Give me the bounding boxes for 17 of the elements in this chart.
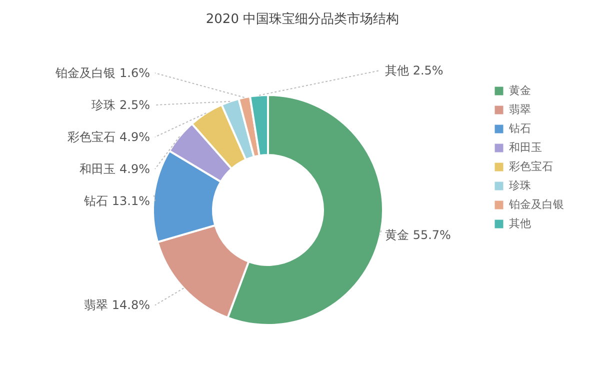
category-label: 和田玉 4.9% <box>80 162 150 176</box>
legend-label: 翡翠 <box>509 103 531 116</box>
category-label: 钻石 13.1% <box>84 194 150 208</box>
category-label: 珍珠 2.5% <box>92 98 150 112</box>
category-label: 彩色宝石 4.9% <box>68 130 150 144</box>
legend-label: 钻石 <box>508 122 531 135</box>
legend-label: 黄金 <box>509 84 531 97</box>
category-label: 翡翠 14.8% <box>84 298 150 312</box>
category-label: 黄金 55.7% <box>385 228 451 242</box>
category-label: 其他 2.5% <box>385 63 444 78</box>
legend-label: 和田玉 <box>509 141 542 154</box>
chart-title: 2020 中国珠宝细分品类市场结构 <box>206 11 400 27</box>
legend-label: 铂金及白银 <box>508 198 564 211</box>
legend-label: 珍珠 <box>509 179 531 192</box>
legend-label: 彩色宝石 <box>509 160 553 173</box>
category-label: 铂金及白银 1.6% <box>56 66 150 80</box>
legend-label: 其他 <box>509 217 531 230</box>
